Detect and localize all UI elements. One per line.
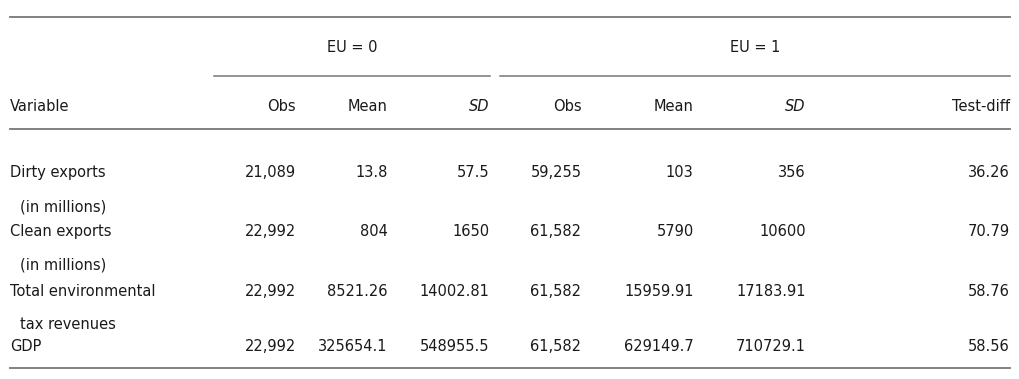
Text: Clean exports: Clean exports <box>10 224 112 239</box>
Text: 61,582: 61,582 <box>530 224 581 239</box>
Text: Mean: Mean <box>653 99 693 114</box>
Text: 21,089: 21,089 <box>245 165 296 180</box>
Text: 629149.7: 629149.7 <box>624 339 693 354</box>
Text: Obs: Obs <box>552 99 581 114</box>
Text: (in millions): (in millions) <box>20 199 107 214</box>
Text: 804: 804 <box>360 224 387 239</box>
Text: (in millions): (in millions) <box>20 258 107 273</box>
Text: Variable: Variable <box>10 99 69 114</box>
Text: EU = 1: EU = 1 <box>729 40 780 55</box>
Text: Mean: Mean <box>347 99 387 114</box>
Text: 58.56: 58.56 <box>967 339 1009 354</box>
Text: 61,582: 61,582 <box>530 284 581 299</box>
Text: 22,992: 22,992 <box>245 224 296 239</box>
Text: tax revenues: tax revenues <box>20 316 116 332</box>
Text: 103: 103 <box>665 165 693 180</box>
Text: 22,992: 22,992 <box>245 284 296 299</box>
Text: 58.76: 58.76 <box>967 284 1009 299</box>
Text: 15959.91: 15959.91 <box>624 284 693 299</box>
Text: 8521.26: 8521.26 <box>327 284 387 299</box>
Text: 710729.1: 710729.1 <box>735 339 805 354</box>
Text: Test-diff: Test-diff <box>951 99 1009 114</box>
Text: 13.8: 13.8 <box>355 165 387 180</box>
Text: 36.26: 36.26 <box>967 165 1009 180</box>
Text: 17183.91: 17183.91 <box>736 284 805 299</box>
Text: 325654.1: 325654.1 <box>318 339 387 354</box>
Text: Obs: Obs <box>267 99 296 114</box>
Text: SD: SD <box>469 99 489 114</box>
Text: 5790: 5790 <box>655 224 693 239</box>
Text: EU = 0: EU = 0 <box>326 40 377 55</box>
Text: GDP: GDP <box>10 339 42 354</box>
Text: 57.5: 57.5 <box>457 165 489 180</box>
Text: SD: SD <box>785 99 805 114</box>
Text: 14002.81: 14002.81 <box>419 284 489 299</box>
Text: 61,582: 61,582 <box>530 339 581 354</box>
Text: 70.79: 70.79 <box>967 224 1009 239</box>
Text: 10600: 10600 <box>758 224 805 239</box>
Text: 356: 356 <box>777 165 805 180</box>
Text: 1650: 1650 <box>452 224 489 239</box>
Text: 548955.5: 548955.5 <box>420 339 489 354</box>
Text: Total environmental: Total environmental <box>10 284 156 299</box>
Text: 59,255: 59,255 <box>530 165 581 180</box>
Text: Dirty exports: Dirty exports <box>10 165 106 180</box>
Text: 22,992: 22,992 <box>245 339 296 354</box>
